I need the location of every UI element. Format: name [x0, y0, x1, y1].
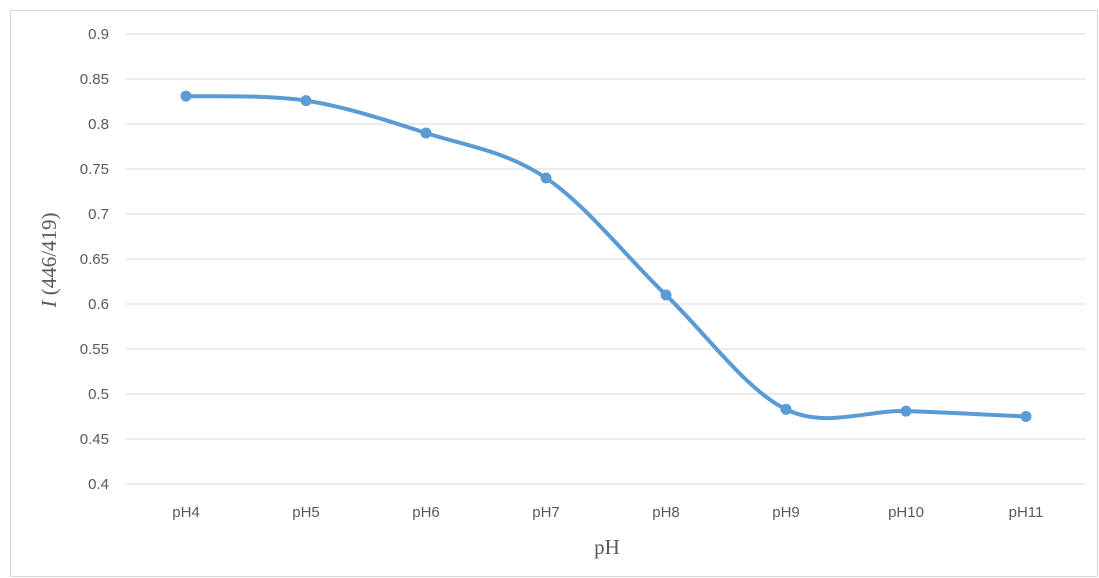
- data-point: [180, 90, 192, 102]
- x-tick-label: pH8: [652, 504, 680, 521]
- series-line: [184, 94, 1028, 421]
- chart-frame: [10, 10, 1098, 577]
- y-tick-label: 0.75: [80, 161, 109, 178]
- y-axis-title: I (446/419): [37, 212, 61, 308]
- y-tick-label: 0.8: [88, 116, 109, 133]
- data-point: [780, 403, 792, 415]
- y-tick-label: 0.5: [88, 386, 109, 403]
- x-tick-label: pH4: [172, 504, 200, 521]
- data-points: [180, 90, 1032, 422]
- x-tick-labels: pH4 pH5 pH6 pH7 pH8 pH9 pH10 pH11: [172, 504, 1043, 521]
- gridlines: [126, 33, 1086, 485]
- y-axis-title-italic: I: [37, 300, 61, 309]
- x-tick-label: pH10: [888, 504, 924, 521]
- y-tick-label: 0.4: [88, 476, 109, 493]
- y-tick-label: 0.6: [88, 296, 109, 313]
- data-point: [300, 95, 312, 107]
- y-tick-label: 0.7: [88, 206, 109, 223]
- x-tick-label: pH9: [772, 504, 800, 521]
- data-point: [900, 405, 912, 417]
- y-tick-label: 0.9: [88, 26, 109, 43]
- x-tick-label: pH5: [292, 504, 320, 521]
- y-tick-label: 0.45: [80, 431, 109, 448]
- x-axis-title: pH: [594, 535, 620, 559]
- x-tick-label: pH6: [412, 504, 440, 521]
- y-tick-label: 0.85: [80, 71, 109, 88]
- data-point: [660, 289, 672, 301]
- data-point: [420, 127, 432, 139]
- y-axis-title-rest: (446/419): [37, 212, 61, 300]
- y-tick-label: 0.55: [80, 341, 109, 358]
- y-tick-label: 0.65: [80, 251, 109, 268]
- x-tick-label: pH11: [1009, 504, 1044, 521]
- data-point: [1020, 411, 1032, 422]
- x-tick-label: pH7: [532, 504, 560, 521]
- data-point: [540, 172, 552, 184]
- y-tick-labels: 0.4 0.45 0.5 0.55 0.6 0.65 0.7 0.75 0.8 0.85 0.9: [80, 26, 109, 493]
